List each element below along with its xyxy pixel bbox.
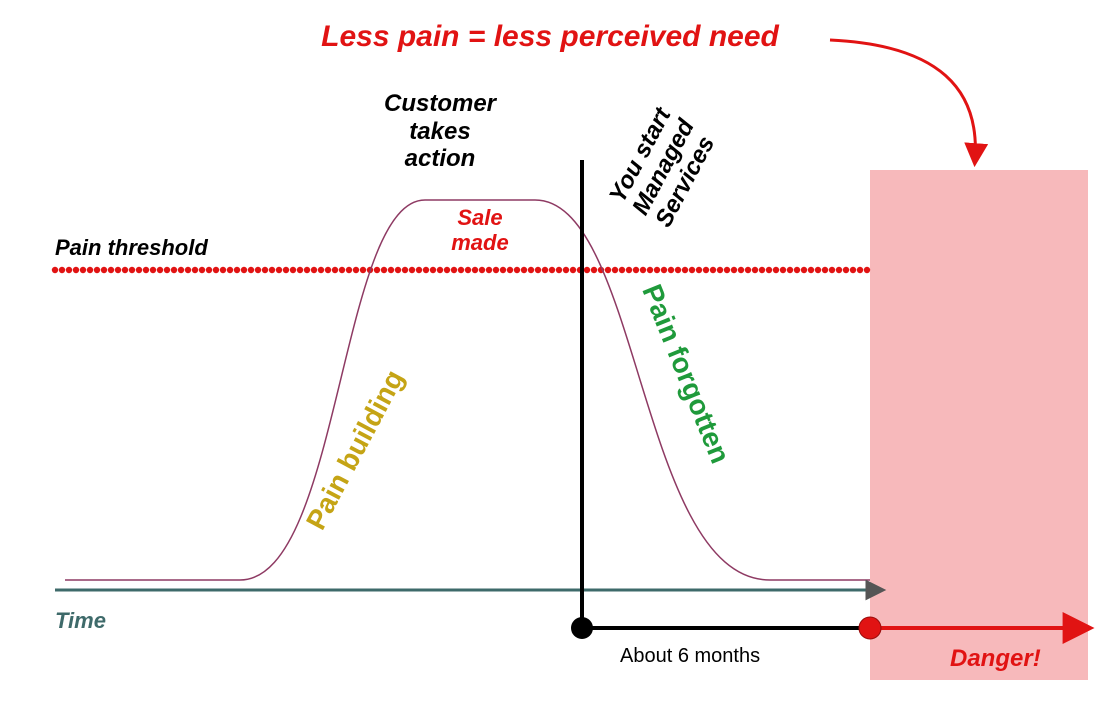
six-month-dot <box>859 617 881 639</box>
diagram-stage: Less pain = less perceived need <box>0 0 1100 715</box>
headline-callout-arrow <box>830 40 975 160</box>
sale-made-label: Salemade <box>420 205 540 256</box>
danger-label: Danger! <box>950 645 1041 673</box>
pain-threshold-label: Pain threshold <box>55 235 208 261</box>
sale-marker-dot <box>571 617 593 639</box>
about-6-months-label: About 6 months <box>620 645 760 668</box>
diagram-svg <box>0 0 1100 715</box>
pain-threshold-line <box>52 267 870 273</box>
customer-takes-action-label: Customertakesaction <box>360 90 520 173</box>
danger-zone-rect <box>870 170 1088 680</box>
time-axis-label: Time <box>55 608 106 634</box>
